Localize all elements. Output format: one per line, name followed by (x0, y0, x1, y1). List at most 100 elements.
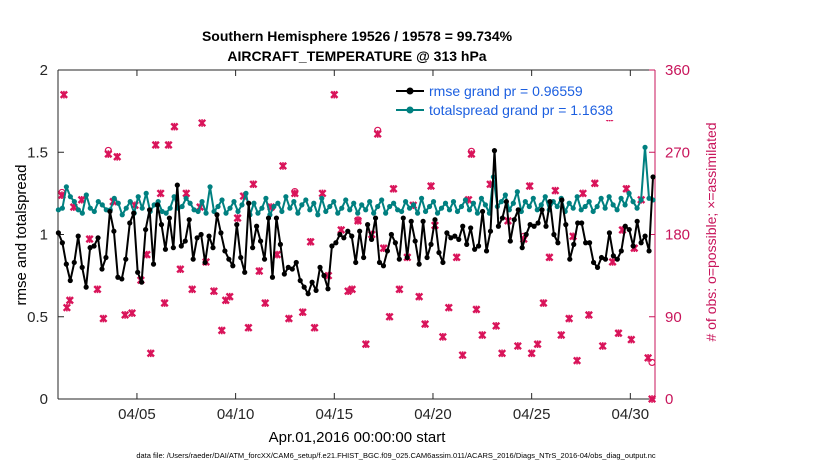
totalspread-point (195, 208, 201, 215)
totalspread-point (87, 205, 93, 211)
y-right-tick-label: 0 (665, 391, 673, 408)
totalspread-point (83, 192, 89, 198)
rmse-point (563, 222, 569, 228)
x-tick-label: 04/20 (414, 406, 452, 423)
rmse-point (158, 222, 165, 228)
rmse-point (186, 217, 192, 223)
rmse-point (499, 215, 505, 221)
totalspread-point (179, 203, 185, 210)
obs-assimilated-point (627, 335, 636, 344)
totalspread-point (586, 199, 592, 205)
rmse-point (234, 222, 240, 228)
y-tick-label: 1.5 (27, 144, 48, 161)
totalspread-point (430, 199, 437, 205)
rmse-point (170, 245, 176, 251)
totalspread-point (359, 202, 365, 208)
obs-assimilated-point (249, 180, 258, 189)
totalspread-point (410, 202, 417, 208)
rmse-point (289, 266, 295, 272)
totalspread-point (55, 207, 61, 213)
totalspread-point (343, 197, 349, 203)
rmse-point (79, 264, 85, 270)
rmse-point (424, 254, 430, 261)
legend-box (392, 80, 648, 120)
totalspread-point (235, 208, 241, 215)
totalspread-point (383, 210, 389, 216)
rmse-point (559, 197, 565, 203)
obs-possible-point (467, 147, 476, 155)
totalspread-point (319, 195, 325, 201)
rmse-point (365, 222, 371, 228)
rmse-point (436, 249, 442, 256)
obs-assimilated-point (225, 292, 234, 301)
totalspread-point (379, 197, 385, 203)
obs-assimilated-point (415, 292, 424, 301)
rmse-point (491, 148, 498, 154)
totalspread-point (303, 197, 309, 203)
y-tick-label: 0 (40, 391, 48, 408)
rmse-point (265, 215, 272, 221)
obs-assimilated-point (198, 118, 207, 128)
rmse-point (460, 223, 466, 229)
rmse-point (590, 259, 597, 266)
obs-assimilated-point (557, 330, 566, 340)
obs-assimilated-point (545, 253, 554, 262)
totalspread-point (578, 207, 584, 213)
totalspread-point (371, 210, 377, 216)
totalspread-point (502, 192, 508, 198)
obs-assimilated-point (233, 214, 242, 223)
rmse-point (321, 273, 327, 279)
obs-assimilated-point (164, 140, 173, 149)
rmse-point (507, 238, 513, 244)
obs-assimilated-point (170, 122, 179, 131)
totalspread-point (470, 200, 477, 206)
rmse-point (139, 279, 145, 285)
totalspread-point (171, 194, 177, 200)
rmse-point (440, 259, 446, 266)
totalspread-point (187, 200, 193, 206)
totalspread-point (614, 207, 620, 213)
totalspread-point (510, 200, 516, 206)
totalspread-point (99, 202, 105, 208)
obs-assimilated-point (533, 340, 542, 349)
rmse-point (131, 210, 137, 216)
rmse-point (257, 238, 264, 244)
rmse-point (182, 238, 188, 244)
totalspread-point (335, 210, 341, 216)
obs-assimilated-point (647, 394, 657, 404)
obs-assimilated-point (584, 310, 593, 319)
obs-assimilated-point (244, 323, 253, 332)
totalspread-point (466, 207, 473, 213)
rmse-point (372, 215, 379, 221)
totalspread-point (458, 203, 465, 210)
rmse-point (610, 253, 616, 259)
totalspread-point (646, 195, 652, 201)
obs-assimilated-point (348, 285, 357, 294)
totalspread-point (287, 205, 293, 211)
totalspread-point (482, 202, 489, 208)
totalspread-point (63, 184, 69, 190)
rmse-point (83, 284, 89, 290)
rmse-point (269, 274, 276, 280)
totalspread-point (143, 190, 149, 196)
totalspread-point (406, 205, 413, 211)
totalspread-point (642, 144, 648, 150)
rmse-point (119, 276, 125, 282)
totalspread-point (399, 208, 405, 215)
totalspread-point (626, 190, 632, 196)
obs-assimilated-point (452, 253, 461, 262)
rmse-point (539, 207, 545, 213)
totalspread-point (283, 194, 289, 200)
rmse-point (273, 215, 280, 221)
rmse-point (309, 279, 315, 285)
totalspread-point (95, 199, 101, 205)
obs-assimilated-point (361, 340, 370, 349)
totalspread-point (422, 208, 429, 215)
rmse-point (428, 241, 434, 247)
totalspread-point (79, 210, 85, 216)
totalspread-point (434, 210, 441, 216)
obs-assimilated-point (284, 314, 293, 323)
rmse-point (376, 259, 383, 266)
rmse-point (194, 235, 200, 241)
